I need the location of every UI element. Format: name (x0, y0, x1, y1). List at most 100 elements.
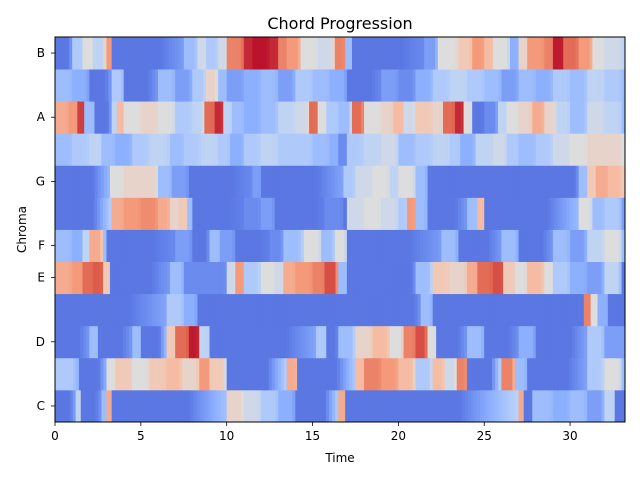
heatmap-cell-Gsharp (192, 133, 196, 166)
heatmap-cell-Gsharp (95, 133, 99, 166)
heatmap-cell-C (398, 389, 403, 422)
heatmap-cell-A (255, 101, 259, 134)
heatmap-cell-C (395, 389, 400, 422)
heatmap-cell-B (495, 37, 500, 70)
heatmap-cell-E (152, 261, 156, 295)
heatmap-cell-Gsharp (418, 133, 422, 166)
heatmap-cell-D (607, 325, 611, 359)
heatmap-cell-A (286, 101, 291, 134)
heatmap-cell-A (615, 101, 620, 134)
heatmap-cell-C (304, 389, 309, 422)
heatmap-cell-Asharp (447, 69, 451, 102)
heatmap-cell-G (381, 165, 385, 198)
heatmap-cell-E (503, 261, 507, 295)
heatmap-cell-Asharp (114, 69, 119, 102)
heatmap-cell-Asharp (604, 69, 608, 102)
heatmap-cell-C (357, 389, 361, 422)
heatmap-cell-D (493, 325, 498, 359)
heatmap-cell-E (223, 261, 228, 295)
heatmap-cell-A (607, 101, 611, 134)
heatmap-cell-Fsharp (102, 197, 107, 230)
heatmap-cell-Fsharp (575, 197, 580, 230)
heatmap-cell-Fsharp (366, 197, 371, 230)
heatmap-cell-Gsharp (158, 133, 162, 166)
heatmap-cell-D (286, 325, 290, 359)
heatmap-cell-A (372, 101, 377, 134)
heatmap-cell-Csharp (557, 357, 561, 391)
heatmap-cell-G (261, 165, 265, 198)
heatmap-cell-Gsharp (292, 133, 296, 166)
heatmap-cell-C (464, 389, 469, 422)
heatmap-cell-Csharp (384, 357, 388, 391)
heatmap-cell-B (295, 37, 299, 70)
heatmap-cell-Fsharp (283, 197, 288, 230)
heatmap-cell-A (355, 101, 359, 134)
heatmap-cell-Dsharp (456, 293, 461, 327)
heatmap-cell-Asharp (535, 69, 540, 102)
heatmap-cell-Csharp (587, 357, 591, 391)
heatmap-cell-Asharp (329, 69, 334, 102)
heatmap-cell-Gsharp (489, 133, 494, 166)
heatmap-cell-F (549, 229, 554, 262)
heatmap-cell-E (136, 261, 141, 295)
heatmap-cell-B (174, 37, 179, 70)
heatmap-cell-C (57, 389, 62, 422)
heatmap-cell-Fsharp (292, 197, 296, 230)
heatmap-cell-G (183, 165, 187, 198)
heatmap-cell-E (60, 261, 65, 295)
heatmap-cell-Asharp (72, 69, 76, 102)
heatmap-cell-E (175, 261, 179, 295)
heatmap-cell-E (426, 261, 431, 295)
heatmap-cell-G (493, 165, 497, 198)
heatmap-cell-Asharp (581, 69, 585, 102)
heatmap-cell-Csharp (610, 357, 614, 391)
heatmap-cell-B (266, 37, 271, 70)
heatmap-cell-C (512, 389, 517, 422)
heatmap-cell-C (381, 389, 385, 422)
heatmap-cell-B (584, 37, 588, 70)
heatmap-cell-A (341, 101, 345, 134)
heatmap-cell-Asharp (226, 69, 231, 102)
heatmap-cell-A (506, 101, 511, 134)
heatmap-cell-Gsharp (621, 133, 625, 166)
heatmap-cell-C (255, 389, 259, 422)
heatmap-cell-G (186, 165, 190, 198)
heatmap-cell-Dsharp (401, 293, 406, 327)
heatmap-cell-Fsharp (210, 197, 215, 230)
heatmap-cell-C (366, 389, 370, 422)
heatmap-cell-B (212, 37, 216, 70)
heatmap-cell-Gsharp (98, 133, 102, 166)
heatmap-cell-A (252, 101, 256, 134)
heatmap-cell-Asharp (492, 69, 497, 102)
heatmap-cell-B (240, 37, 245, 70)
heatmap-cell-Dsharp (435, 293, 440, 327)
heatmap-cell-F (413, 229, 418, 262)
heatmap-cell-Fsharp (601, 197, 605, 230)
heatmap-cell-Gsharp (469, 133, 474, 166)
heatmap-cell-F (543, 229, 548, 262)
heatmap-cell-F (106, 229, 111, 262)
heatmap-cell-C (240, 389, 245, 422)
heatmap-cell-Gsharp (57, 133, 62, 166)
heatmap-cell-Gsharp (112, 133, 116, 166)
heatmap-cell-Csharp (112, 357, 116, 391)
heatmap-cell-Asharp (612, 69, 617, 102)
heatmap-cell-Gsharp (498, 133, 502, 166)
heatmap-cell-Gsharp (186, 133, 191, 166)
heatmap-cell-Csharp (178, 357, 183, 391)
heatmap-cell-Gsharp (72, 133, 76, 166)
heatmap-cell-Dsharp (311, 293, 316, 327)
heatmap-cell-Fsharp (204, 197, 209, 230)
heatmap-cell-G (331, 165, 335, 198)
heatmap-cell-F (590, 229, 594, 262)
heatmap-cell-Dsharp (583, 293, 588, 327)
heatmap-cell-G (267, 165, 271, 198)
heatmap-cell-Fsharp (246, 197, 251, 230)
heatmap-cell-B (498, 37, 502, 70)
heatmap-cell-D (166, 325, 171, 359)
heatmap-cell-A (439, 101, 444, 134)
heatmap-cell-G (546, 165, 551, 198)
heatmap-cell-Fsharp (454, 197, 459, 230)
heatmap-cell-C (611, 389, 616, 422)
heatmap-cell-B (421, 37, 425, 70)
